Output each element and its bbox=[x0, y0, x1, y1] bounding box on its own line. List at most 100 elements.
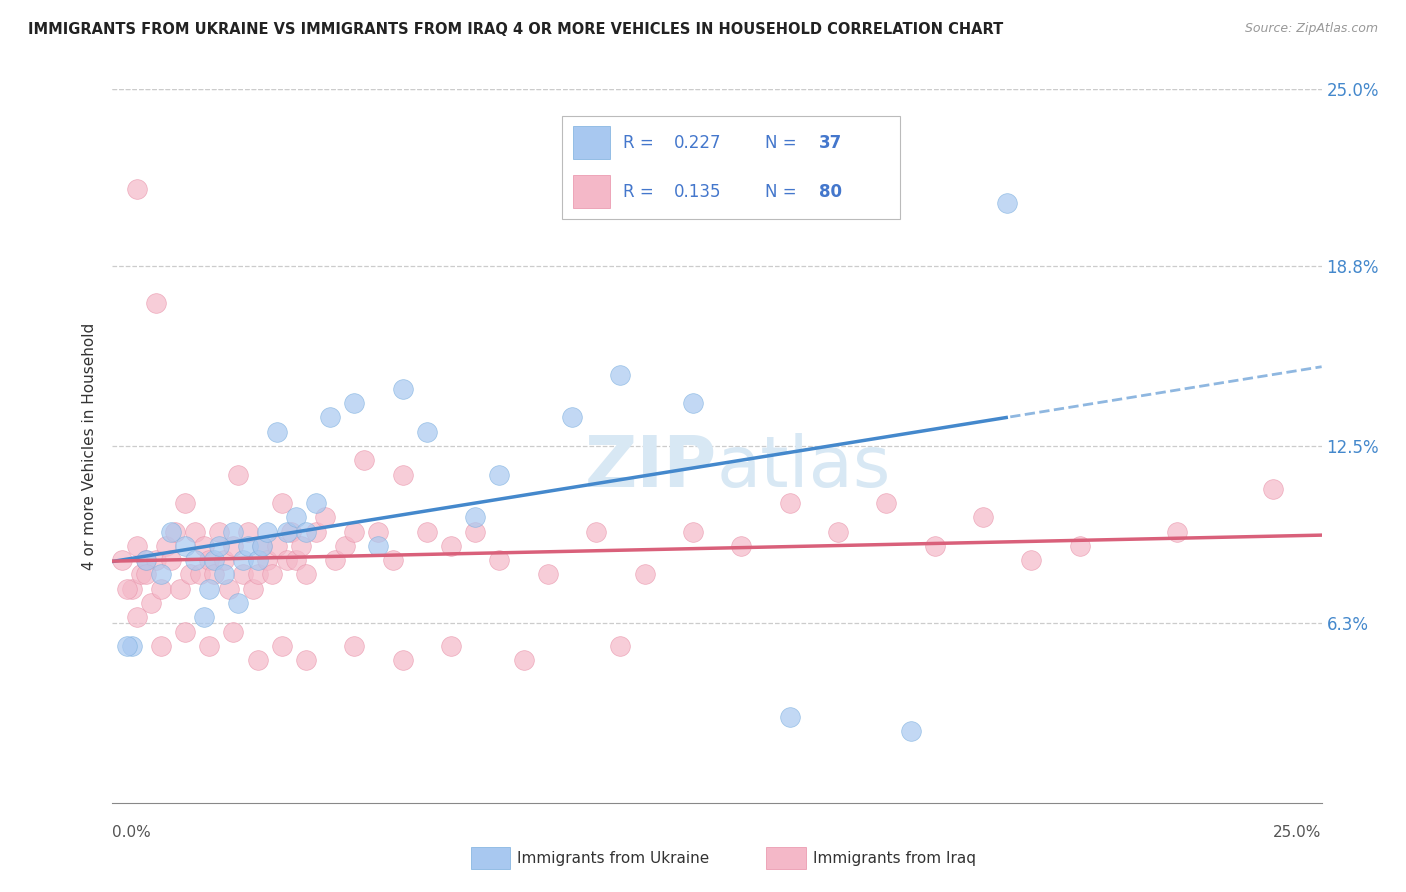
Point bbox=[537, 567, 560, 582]
Point bbox=[256, 524, 278, 539]
Point bbox=[232, 567, 254, 582]
Point bbox=[730, 539, 752, 553]
Point bbox=[179, 567, 201, 582]
Text: 37: 37 bbox=[818, 134, 842, 152]
Point bbox=[319, 410, 342, 425]
Point bbox=[212, 567, 235, 582]
Point bbox=[262, 567, 284, 582]
Point bbox=[285, 510, 308, 524]
Point bbox=[682, 524, 704, 539]
Point bbox=[159, 524, 181, 539]
Point bbox=[125, 539, 148, 553]
Point bbox=[295, 524, 318, 539]
Point bbox=[276, 524, 298, 539]
Text: Immigrants from Ukraine: Immigrants from Ukraine bbox=[517, 851, 710, 865]
Text: 80: 80 bbox=[818, 183, 842, 201]
FancyBboxPatch shape bbox=[562, 116, 900, 219]
Point bbox=[218, 582, 240, 596]
Text: Immigrants from Iraq: Immigrants from Iraq bbox=[813, 851, 976, 865]
Point bbox=[343, 524, 366, 539]
Point bbox=[202, 567, 225, 582]
Point bbox=[416, 524, 439, 539]
Point bbox=[323, 553, 346, 567]
Point bbox=[115, 639, 138, 653]
Point bbox=[488, 467, 510, 482]
Point bbox=[115, 582, 138, 596]
Point bbox=[609, 639, 631, 653]
Point bbox=[440, 639, 463, 653]
Point bbox=[198, 582, 221, 596]
Point bbox=[1069, 539, 1091, 553]
Text: 25.0%: 25.0% bbox=[1274, 825, 1322, 840]
Point bbox=[232, 553, 254, 567]
Point bbox=[198, 639, 221, 653]
Point bbox=[561, 410, 583, 425]
Y-axis label: 4 or more Vehicles in Household: 4 or more Vehicles in Household bbox=[82, 322, 97, 570]
Point bbox=[924, 539, 946, 553]
Point bbox=[1263, 482, 1285, 496]
Point bbox=[236, 524, 259, 539]
Point bbox=[488, 553, 510, 567]
Point bbox=[343, 396, 366, 410]
Point bbox=[246, 567, 269, 582]
Point bbox=[779, 710, 801, 724]
Text: 0.0%: 0.0% bbox=[112, 825, 152, 840]
Point bbox=[159, 553, 181, 567]
Point bbox=[391, 382, 413, 396]
Point bbox=[222, 524, 245, 539]
Text: IMMIGRANTS FROM UKRAINE VS IMMIGRANTS FROM IRAQ 4 OR MORE VEHICLES IN HOUSEHOLD : IMMIGRANTS FROM UKRAINE VS IMMIGRANTS FR… bbox=[28, 22, 1004, 37]
Point bbox=[295, 653, 318, 667]
Point bbox=[609, 368, 631, 382]
Point bbox=[131, 567, 153, 582]
Point bbox=[121, 639, 143, 653]
Point bbox=[125, 182, 148, 196]
Point bbox=[285, 553, 308, 567]
Point bbox=[208, 524, 231, 539]
Point bbox=[333, 539, 356, 553]
Point bbox=[193, 610, 215, 624]
Point bbox=[343, 639, 366, 653]
Point bbox=[276, 553, 298, 567]
Point bbox=[222, 539, 245, 553]
Point bbox=[149, 567, 172, 582]
Text: ZIP: ZIP bbox=[585, 433, 717, 502]
Point bbox=[242, 582, 264, 596]
Text: N =: N = bbox=[765, 183, 801, 201]
Point bbox=[246, 553, 269, 567]
Point bbox=[183, 524, 205, 539]
Point bbox=[193, 539, 215, 553]
Point bbox=[145, 296, 167, 310]
Point bbox=[972, 510, 994, 524]
Point bbox=[149, 582, 172, 596]
Point bbox=[135, 553, 157, 567]
Point bbox=[995, 196, 1018, 211]
Point bbox=[183, 553, 205, 567]
Text: 0.135: 0.135 bbox=[673, 183, 721, 201]
Point bbox=[266, 539, 288, 553]
Text: atlas: atlas bbox=[717, 433, 891, 502]
Point bbox=[149, 639, 172, 653]
Point bbox=[252, 539, 274, 553]
Point bbox=[202, 553, 225, 567]
Point bbox=[111, 553, 134, 567]
Point bbox=[367, 539, 389, 553]
Point bbox=[198, 553, 221, 567]
Point bbox=[290, 539, 312, 553]
Point bbox=[391, 653, 413, 667]
Text: R =: R = bbox=[623, 183, 659, 201]
Point bbox=[512, 653, 534, 667]
Bar bbox=[572, 126, 610, 159]
Point bbox=[875, 496, 897, 510]
Bar bbox=[572, 176, 610, 208]
Point bbox=[174, 624, 197, 639]
Point bbox=[135, 553, 157, 567]
Text: 0.227: 0.227 bbox=[673, 134, 721, 152]
Point bbox=[416, 425, 439, 439]
Point bbox=[391, 467, 413, 482]
Point bbox=[304, 496, 326, 510]
Point bbox=[270, 496, 292, 510]
Point bbox=[270, 639, 292, 653]
Point bbox=[304, 524, 326, 539]
Text: R =: R = bbox=[623, 134, 659, 152]
Point bbox=[367, 524, 389, 539]
